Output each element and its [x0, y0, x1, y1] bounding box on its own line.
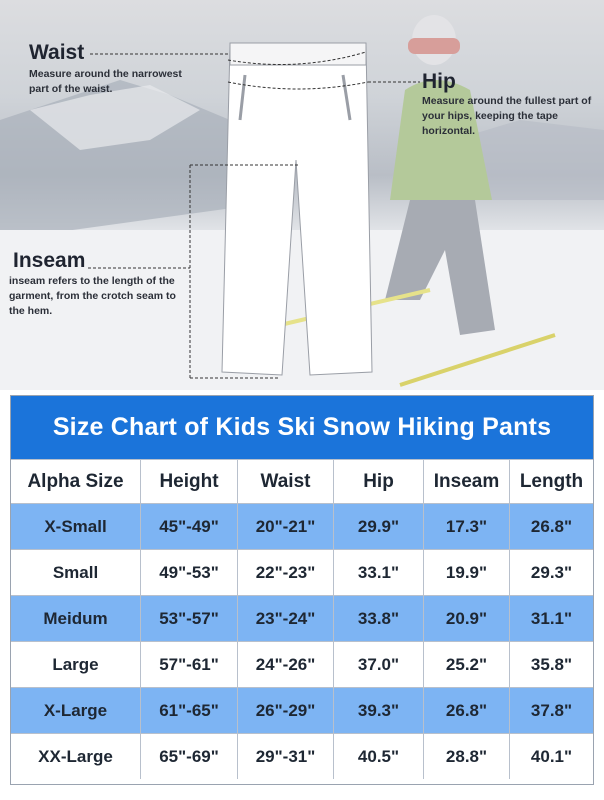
- measurement-cell: 37.0": [334, 642, 424, 687]
- measurement-cell: 26.8": [530, 516, 573, 536]
- size-label-cell: XX-Large: [11, 734, 141, 779]
- measurement-cell: 37.8": [530, 700, 573, 720]
- ski-scene-illustration: [0, 15, 604, 390]
- size-chart-table: Size Chart of Kids Ski Snow Hiking Pants…: [10, 395, 594, 785]
- measurement-cell: 65"-69": [141, 734, 238, 779]
- measurement-cell: 40.5": [334, 734, 424, 779]
- measurement-cell: 29"-31": [238, 734, 334, 779]
- measurement-cell: 26.8": [424, 688, 510, 733]
- size-label-cell: Meidum: [11, 596, 141, 641]
- size-label-cell: X-Small: [11, 504, 141, 549]
- measurement-cell: 33.1": [334, 550, 424, 595]
- measurement-cell: 35.8": [530, 654, 573, 674]
- inseam-callout-desc: inseam refers to the length of the garme…: [9, 275, 176, 317]
- measurement-cell: 29.3": [530, 562, 573, 582]
- table-row: XX-Large 65"-69" 29"-31" 40.5" 28.8" 40.1": [11, 733, 593, 779]
- size-label-cell: Large: [11, 642, 141, 687]
- column-header: Height: [141, 460, 238, 503]
- hip-callout-title: Hip: [422, 70, 456, 93]
- measurement-cell: 49"-53": [141, 550, 238, 595]
- column-header: Waist: [238, 460, 334, 503]
- table-header-row: Alpha Size Height Waist Hip Inseam Lengt…: [11, 459, 593, 503]
- measurement-cell: 31.1": [530, 608, 573, 628]
- measurement-cell: 17.3": [424, 504, 510, 549]
- inseam-callout-title: Inseam: [13, 249, 86, 272]
- size-label-cell: Small: [11, 550, 141, 595]
- size-chart-title: Size Chart of Kids Ski Snow Hiking Pants: [11, 396, 593, 459]
- measurement-cell: 22"-23": [238, 550, 334, 595]
- size-label-cell: X-Large: [11, 688, 141, 733]
- measurement-cell: 24"-26": [238, 642, 334, 687]
- waist-callout-title: Waist: [29, 41, 85, 64]
- table-row: X-Small 45"-49" 20"-21" 29.9" 17.3" 26.8": [11, 503, 593, 549]
- table-row: Small 49"-53" 22"-23" 33.1" 19.9" 29.3": [11, 549, 593, 595]
- measurement-cell: 20.9": [424, 596, 510, 641]
- waist-callout-desc: Measure around the narrowest part of the…: [29, 68, 182, 95]
- measurement-cell: 26"-29": [238, 688, 334, 733]
- table-row: Meidum 53"-57" 23"-24" 33.8" 20.9" 31.1": [11, 595, 593, 641]
- pants-sketch: [221, 42, 373, 376]
- table-row: X-Large 61"-65" 26"-29" 39.3" 26.8" 37.8": [11, 687, 593, 733]
- measurement-cell: 20"-21": [238, 504, 334, 549]
- measurement-cell: 33.8": [334, 596, 424, 641]
- measurement-cell: 40.1": [530, 746, 573, 766]
- column-header: Inseam: [424, 460, 510, 503]
- measurement-cell: 23"-24": [238, 596, 334, 641]
- measurement-cell: 29.9": [334, 504, 424, 549]
- measurement-cell: 61"-65": [141, 688, 238, 733]
- hip-callout-desc: Measure around the fullest part of your …: [422, 95, 592, 137]
- column-header: Hip: [334, 460, 424, 503]
- measurement-cell: 28.8": [424, 734, 510, 779]
- measurement-cell: 53"-57": [141, 596, 238, 641]
- measurement-cell: 45"-49": [141, 504, 238, 549]
- measurement-cell: 57"-61": [141, 642, 238, 687]
- measurement-cell: 19.9": [424, 550, 510, 595]
- table-row: Large 57"-61" 24"-26" 37.0" 25.2" 35.8": [11, 641, 593, 687]
- measurement-cell: 39.3": [334, 688, 424, 733]
- product-photo: Waist Measure around the narrowest part …: [0, 0, 604, 390]
- measurement-cell: 25.2": [424, 642, 510, 687]
- column-header: Length: [519, 470, 584, 492]
- column-header: Alpha Size: [11, 460, 141, 503]
